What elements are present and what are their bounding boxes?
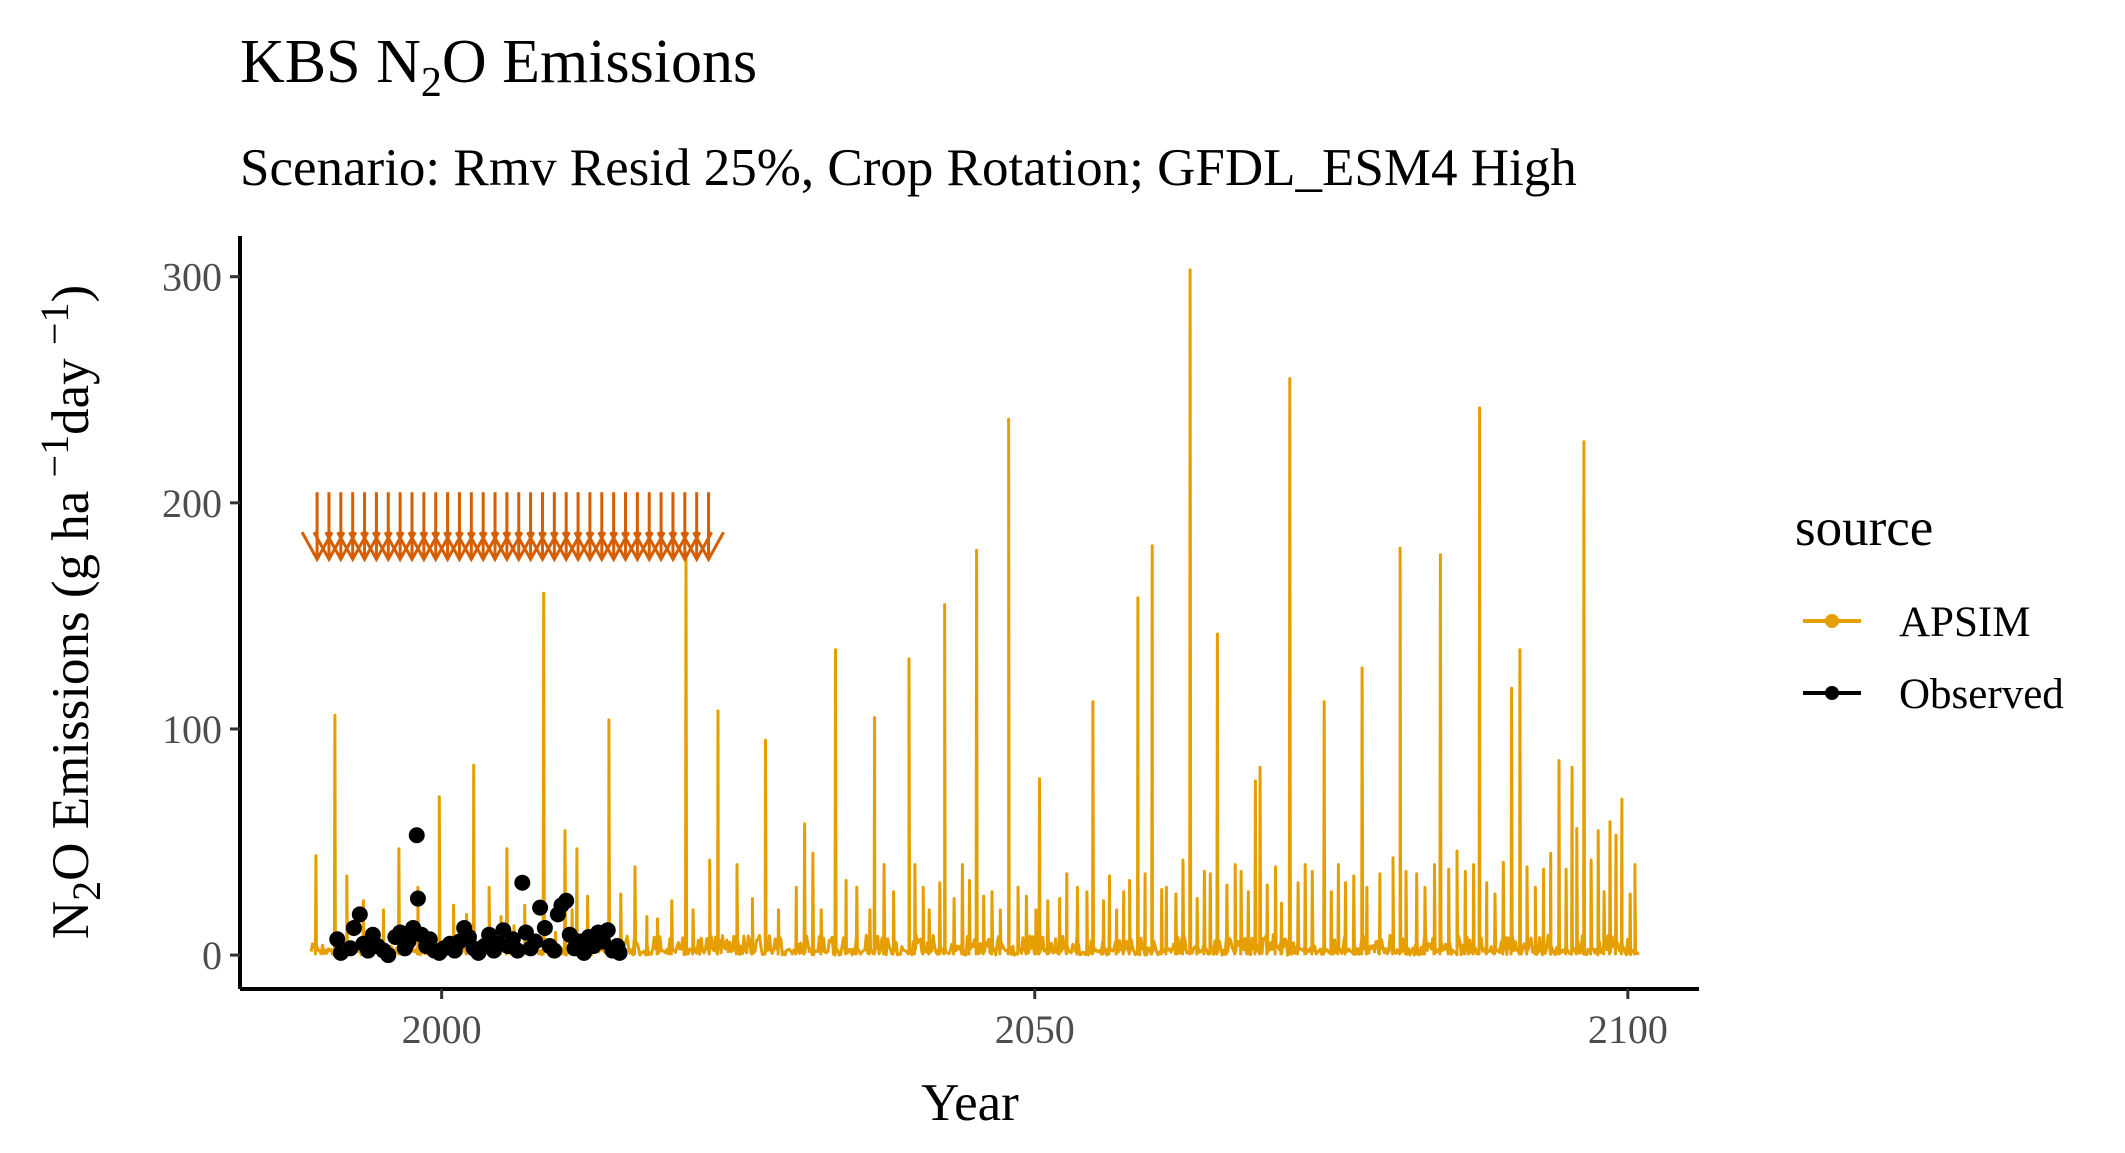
x-tick-label: 2100	[1588, 1007, 1668, 1052]
apsim-line	[309, 268, 1640, 957]
observed-series	[329, 827, 628, 964]
chart-title: KBS N2O Emissions	[240, 28, 757, 106]
y-tick-label: 200	[162, 481, 222, 526]
legend-title: source	[1795, 499, 1933, 557]
arrow-marker	[431, 492, 464, 563]
chart-subtitle: Scenario: Rmv Resid 25%, Crop Rotation; …	[240, 139, 1577, 197]
arrow-marker	[300, 492, 334, 563]
arrow-marker	[419, 492, 453, 563]
observed-point	[351, 906, 368, 923]
observed-point	[546, 942, 563, 959]
arrow-marker	[490, 492, 524, 563]
arrow-marker	[573, 492, 607, 563]
x-ticks: 2000 2050 2100	[402, 989, 1668, 1052]
observed-point	[514, 874, 531, 891]
arrow-marker	[526, 492, 559, 563]
legend-item-observed: Observed	[1803, 671, 2064, 718]
legend-observed-dot	[1825, 686, 1839, 700]
arrow-marker	[348, 492, 381, 563]
observed-point	[532, 899, 549, 916]
y-tick-label: 300	[162, 255, 222, 300]
arrow-marker	[371, 492, 405, 563]
y-tick-label: 100	[162, 707, 222, 752]
arrow-marker	[395, 492, 429, 563]
legend-apsim-dot	[1825, 614, 1839, 628]
observed-point	[329, 931, 346, 948]
arrow-marker	[597, 492, 630, 563]
arrow-marker	[668, 492, 702, 563]
arrow-marker	[538, 492, 571, 563]
legend-apsim-label: APSIM	[1899, 599, 2030, 646]
observed-point	[509, 942, 526, 959]
arrow-marker	[360, 492, 393, 563]
arrow-marker	[466, 492, 500, 563]
observed-point	[558, 892, 575, 909]
arrow-marker	[621, 492, 654, 563]
arrow-marker	[324, 492, 358, 563]
arrow-marker	[632, 492, 666, 563]
legend-observed-label: Observed	[1899, 671, 2064, 718]
observed-point	[611, 944, 628, 961]
observed-point	[400, 933, 417, 950]
observed-point	[380, 947, 397, 964]
plot-area	[300, 268, 1640, 964]
arrow-marker	[656, 492, 690, 563]
arrow-marker	[454, 492, 488, 563]
legend-item-apsim: APSIM	[1803, 599, 2030, 646]
arrow-marker	[644, 492, 678, 563]
y-tick-label: 0	[202, 933, 222, 978]
arrow-marker	[680, 492, 713, 563]
y-ticks: 0 100 200 300	[162, 255, 240, 978]
x-tick-label: 2050	[995, 1007, 1075, 1052]
observed-point	[345, 919, 362, 936]
observed-point	[409, 890, 426, 907]
observed-point	[536, 919, 553, 936]
legend: source APSIM Observed	[1795, 499, 2064, 718]
arrow-marker	[407, 492, 441, 563]
arrow-annotations	[300, 492, 725, 563]
arrow-marker	[692, 492, 725, 563]
arrow-marker	[609, 492, 642, 563]
arrow-marker	[514, 492, 547, 563]
arrow-marker	[478, 492, 512, 563]
apsim-series	[309, 268, 1640, 957]
arrow-marker	[312, 492, 346, 563]
observed-point	[342, 940, 359, 957]
y-axis-title: N2O Emissions (g ha −1day −1)	[32, 285, 109, 939]
observed-point	[599, 922, 616, 939]
arrow-marker	[585, 492, 619, 563]
arrow-marker	[549, 492, 583, 563]
arrow-marker	[502, 492, 536, 563]
arrow-marker	[336, 492, 369, 563]
arrow-marker	[561, 492, 595, 563]
observed-point	[527, 933, 544, 950]
observed-point	[408, 827, 425, 844]
x-axis-title: Year	[921, 1074, 1019, 1132]
arrow-marker	[443, 492, 476, 563]
x-tick-label: 2000	[402, 1007, 482, 1052]
arrow-marker	[383, 492, 417, 563]
